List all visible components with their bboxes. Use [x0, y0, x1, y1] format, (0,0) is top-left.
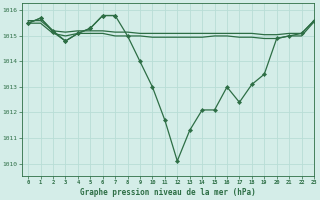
X-axis label: Graphe pression niveau de la mer (hPa): Graphe pression niveau de la mer (hPa): [80, 188, 256, 197]
